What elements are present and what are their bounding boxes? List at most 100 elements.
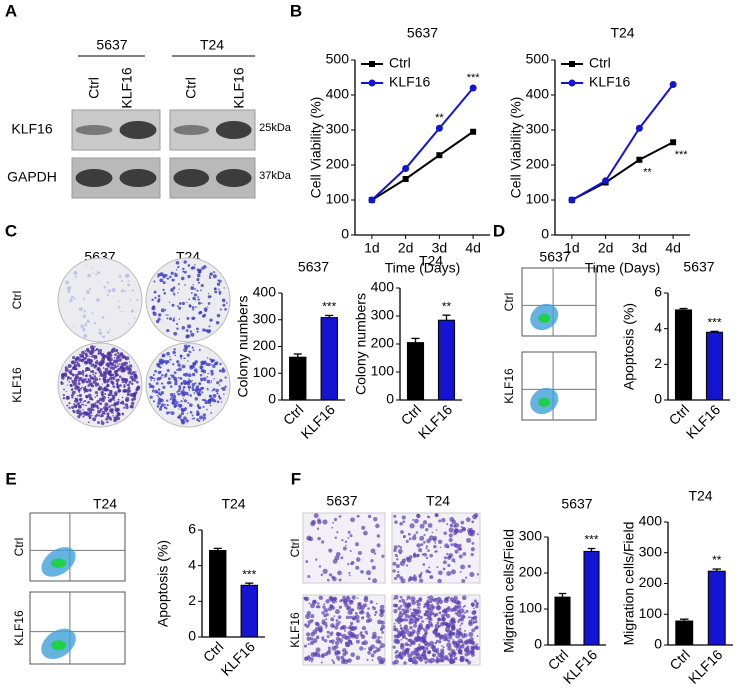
cell	[309, 640, 315, 646]
colony	[94, 402, 97, 404]
colony	[182, 398, 184, 400]
colony	[163, 376, 165, 379]
colony	[131, 401, 135, 406]
colony	[110, 362, 113, 365]
colony	[198, 406, 201, 409]
colony	[69, 298, 73, 303]
row-label: GAPDH	[7, 169, 57, 185]
colony	[96, 394, 99, 397]
cell	[355, 639, 360, 644]
cell	[418, 548, 423, 553]
colony	[119, 384, 122, 387]
cell	[339, 626, 343, 631]
y-tick-label: 0	[654, 636, 662, 652]
y-tick-label: 0	[386, 391, 394, 407]
cell	[357, 602, 362, 607]
colony	[194, 288, 196, 290]
cell	[413, 533, 416, 537]
colony	[72, 373, 75, 376]
colony	[106, 330, 110, 334]
cell	[471, 520, 475, 524]
colony	[201, 386, 205, 390]
colony	[173, 293, 176, 296]
colony	[206, 408, 208, 411]
column-label: 5637	[326, 493, 357, 509]
colony	[166, 404, 169, 407]
chart-title: 5637	[298, 259, 329, 275]
cell	[307, 575, 311, 578]
cell	[455, 648, 458, 650]
cell	[338, 605, 343, 609]
cell	[334, 609, 340, 615]
cell	[318, 565, 322, 568]
colony	[201, 302, 203, 305]
colony	[87, 379, 92, 383]
cell	[467, 640, 472, 645]
cell	[401, 629, 405, 633]
cell	[322, 519, 328, 525]
point	[435, 124, 443, 132]
colony	[65, 280, 69, 285]
cell	[322, 605, 326, 609]
colony	[93, 358, 96, 360]
cell	[437, 624, 441, 628]
cell	[425, 556, 429, 560]
colony	[64, 368, 69, 372]
colony	[70, 388, 74, 392]
colony	[92, 409, 95, 411]
colony	[190, 332, 195, 337]
bar	[289, 356, 307, 401]
y-tick-label: 0	[341, 226, 349, 242]
cell	[449, 657, 453, 661]
colony	[207, 292, 210, 295]
colony	[200, 363, 203, 366]
cell	[447, 633, 452, 637]
cell	[444, 543, 449, 549]
y-tick-label: 500	[526, 51, 550, 67]
cell	[329, 596, 334, 602]
cell	[426, 642, 431, 647]
cell	[304, 623, 308, 627]
colony	[84, 352, 88, 356]
cell	[432, 605, 436, 609]
cell	[344, 540, 348, 544]
colony	[101, 335, 104, 338]
colony	[201, 370, 203, 373]
cell	[460, 520, 465, 525]
y-tick-label: 400	[253, 284, 277, 300]
cell	[314, 621, 319, 626]
cell	[435, 639, 439, 643]
cell	[345, 641, 349, 645]
cell	[473, 607, 475, 610]
colony	[171, 397, 176, 402]
cell	[360, 634, 366, 640]
y-axis-label: Colony numbers	[353, 293, 369, 395]
cell	[380, 608, 385, 614]
colony	[114, 417, 117, 421]
colony	[113, 417, 116, 419]
colony	[108, 353, 113, 358]
y-tick-label: 100	[526, 191, 550, 207]
cell	[306, 636, 312, 642]
cell	[417, 627, 420, 630]
colony	[196, 330, 199, 333]
colony	[218, 369, 222, 373]
cell	[397, 630, 401, 634]
colony	[153, 377, 156, 380]
cell	[431, 531, 434, 534]
colony	[178, 318, 181, 320]
colony	[73, 377, 78, 382]
colony	[95, 381, 98, 384]
colony	[136, 299, 139, 302]
colony	[181, 326, 186, 330]
colony	[190, 286, 195, 291]
cell	[402, 520, 406, 523]
cell	[398, 599, 402, 603]
colony	[118, 300, 121, 302]
colony	[85, 395, 89, 399]
colony	[152, 311, 156, 315]
cell	[463, 640, 469, 646]
cell	[344, 630, 346, 632]
cell	[431, 644, 436, 649]
colony	[225, 301, 228, 304]
